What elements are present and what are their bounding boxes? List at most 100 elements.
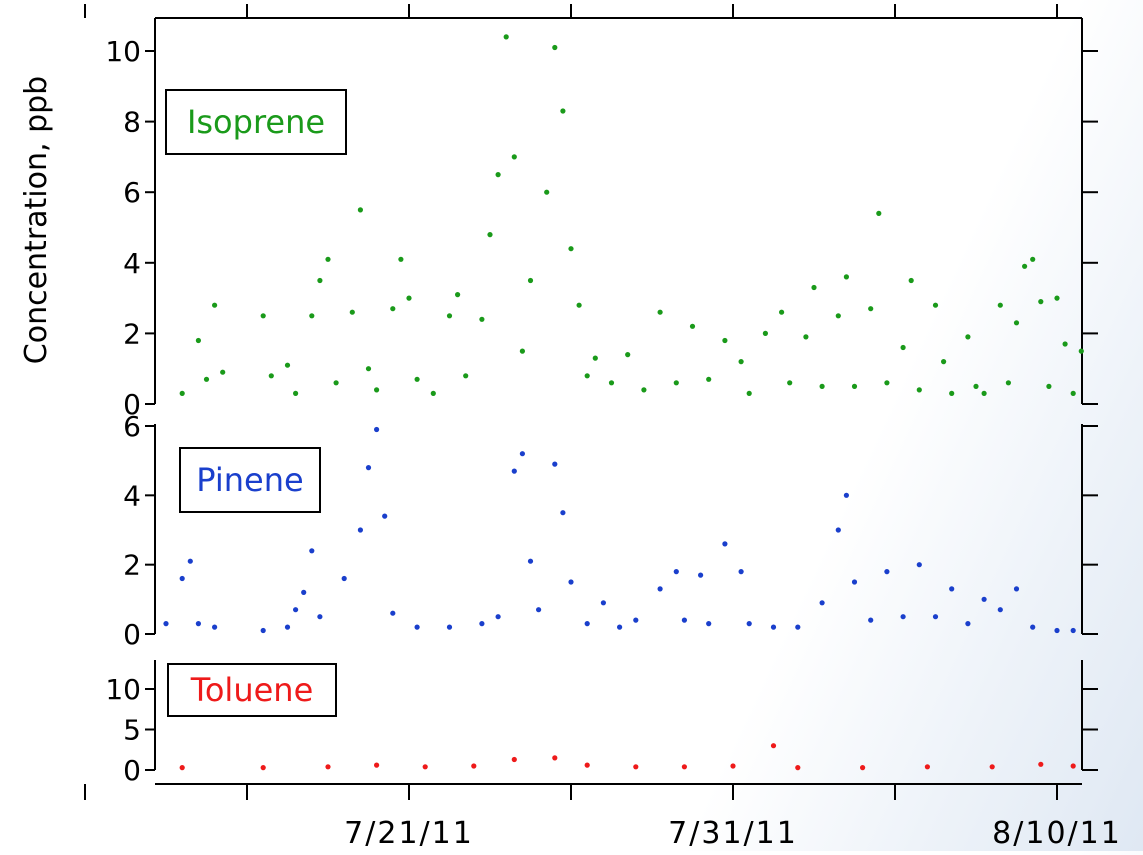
data-point-isoprene [981,390,987,396]
data-point-toluene [179,765,185,771]
data-point-isoprene [1022,263,1028,269]
data-point-pinene [293,607,299,613]
data-point-isoprene [843,274,850,280]
data-point-isoprene [260,313,266,319]
data-point-pinene [819,600,825,606]
data-point-isoprene [284,362,291,368]
data-point-isoprene [544,189,550,195]
data-point-isoprene [835,313,841,319]
data-point-isoprene [1054,295,1060,301]
y-tick-label-isoprene: 4 [123,247,141,280]
data-point-isoprene [495,172,501,178]
data-point-isoprene [932,302,939,308]
data-point-pinene [770,624,777,630]
y-axis-label: Concentration, ppb [19,76,54,364]
data-point-isoprene [625,352,631,358]
data-point-isoprene [746,390,752,396]
data-point-toluene [1070,763,1076,769]
data-point-isoprene [552,44,558,51]
data-point-pinene [527,558,534,564]
data-point-isoprene [657,309,663,315]
data-point-pinene [536,607,542,613]
data-point-isoprene [762,330,769,336]
data-point-isoprene [689,323,696,329]
data-point-pinene [568,579,574,585]
data-point-isoprene [309,313,315,319]
data-point-pinene [260,627,266,634]
y-tick-label-toluene: 5 [123,714,141,747]
data-point-isoprene [487,232,493,238]
data-point-isoprene [349,309,355,315]
data-point-toluene [1038,761,1044,767]
data-point-isoprene [851,383,858,389]
data-point-isoprene [357,207,363,213]
x-tick-label: 7/31/11 [668,816,798,851]
data-point-pinene [195,621,201,627]
data-point-isoprene [390,306,396,312]
data-point-isoprene [1030,256,1036,262]
data-point-isoprene [706,376,712,382]
data-point-pinene [868,617,874,623]
data-point-pinene [374,426,380,433]
data-point-isoprene [203,376,210,382]
data-point-isoprene [973,383,979,389]
data-point-isoprene [317,277,323,284]
data-point-isoprene [965,334,971,340]
data-point-toluene [511,756,517,763]
data-point-pinene [900,614,906,620]
data-point-isoprene [884,380,890,386]
data-point-pinene [997,607,1003,613]
data-point-pinene [1054,627,1060,634]
data-point-pinene [673,569,679,575]
data-point-pinene [414,624,420,630]
data-point-isoprene [446,313,453,319]
data-point-isoprene [779,309,785,315]
data-point-isoprene [876,210,882,216]
data-point-pinene [916,562,922,568]
data-point-isoprene [916,387,922,393]
data-point-toluene [325,764,331,770]
data-point-toluene [471,763,477,769]
y-tick-label-pinene: 6 [123,410,141,443]
data-point-isoprene [941,359,947,365]
data-point-pinene [706,621,712,627]
data-point-isoprene [527,277,534,284]
data-point-isoprene [568,246,574,252]
data-point-isoprene [1013,320,1020,326]
data-point-isoprene [503,34,509,40]
data-point-pinene [584,621,590,627]
data-point-toluene [860,765,866,771]
data-point-isoprene [1038,299,1044,305]
data-point-isoprene [220,369,226,375]
data-point-pinene [357,527,363,533]
data-point-pinene [382,513,388,519]
data-point-isoprene [722,337,728,344]
y-tick-label-isoprene: 2 [123,317,141,350]
data-point-pinene [738,569,744,575]
data-point-toluene [989,764,995,770]
data-point-pinene [843,492,850,498]
data-point-pinene [633,617,639,623]
data-point-isoprene [455,292,461,298]
y-tick-label-isoprene: 0 [123,388,141,421]
data-point-pinene [1030,624,1036,630]
data-point-toluene [584,762,590,768]
y-tick-label-pinene: 0 [123,618,141,651]
data-point-toluene [374,762,380,768]
data-point-pinene [722,541,728,547]
data-point-pinene [317,614,323,620]
data-point-toluene [924,764,931,770]
data-point-isoprene [463,373,469,379]
data-point-isoprene [511,154,517,160]
data-point-toluene [422,764,428,770]
data-point-pinene [284,624,291,630]
data-point-isoprene [576,302,582,308]
series-label-isoprene: Isoprene [187,103,325,141]
data-point-isoprene [398,256,404,262]
data-point-pinene [187,558,193,564]
data-point-isoprene [325,256,331,262]
data-point-pinene [698,572,704,578]
data-point-isoprene [811,284,817,291]
data-point-isoprene [949,390,955,396]
